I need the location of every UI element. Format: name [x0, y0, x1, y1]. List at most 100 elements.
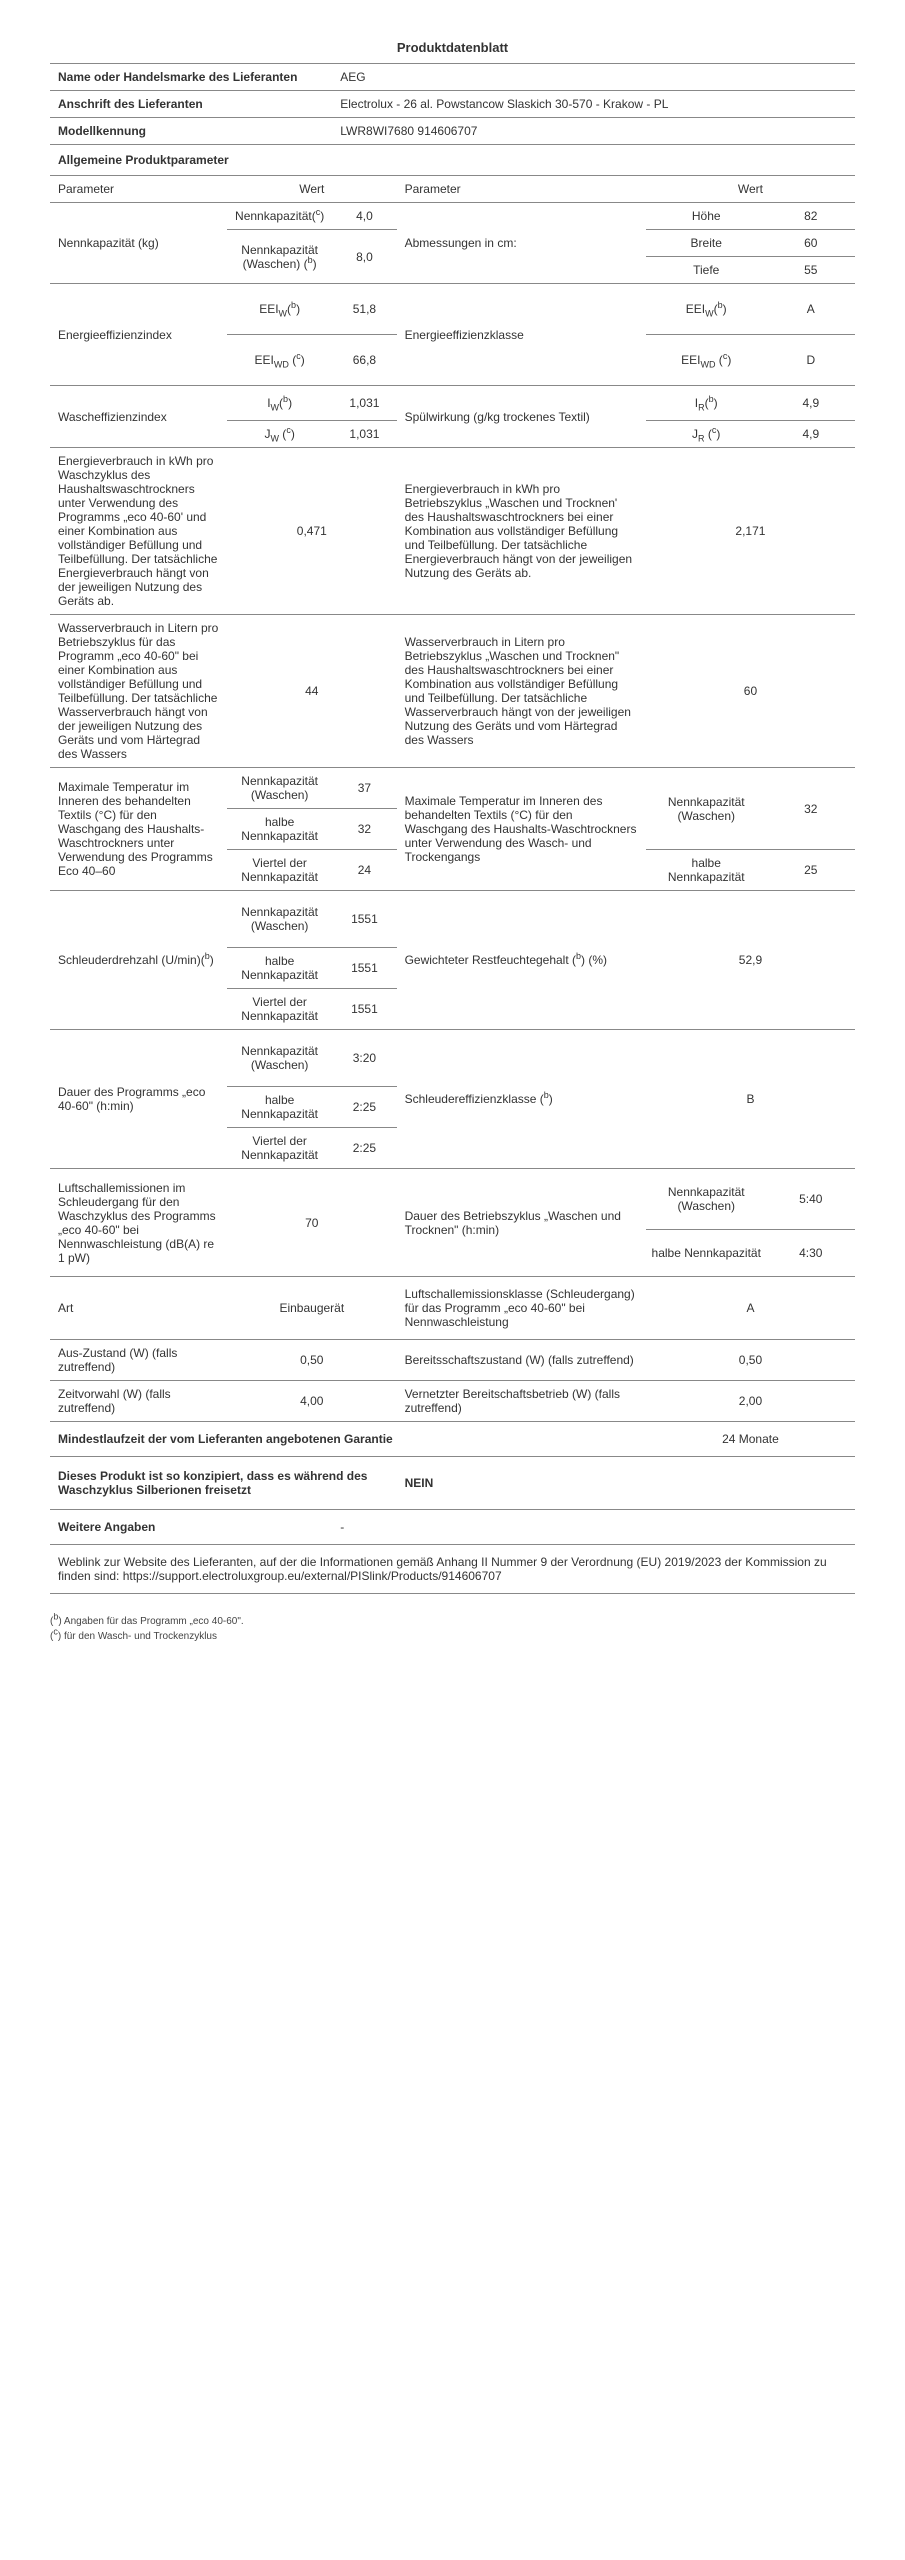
wasch-s2: JW (c): [227, 421, 332, 448]
art-rv: A: [646, 1277, 855, 1340]
noise-rv2: 4:30: [767, 1230, 855, 1277]
supplier-name-label: Name oder Handelsmarke des Lieferanten: [50, 64, 332, 91]
col-param-2: Parameter: [397, 176, 646, 203]
datasheet-table: Name oder Handelsmarke des Lieferanten A…: [50, 63, 855, 1594]
footnotes: (b) Angaben für das Programm „eco 40-60"…: [50, 1614, 855, 1644]
supplier-name: AEG: [332, 64, 855, 91]
silver-label: Dieses Produkt ist so konzipiert, dass e…: [50, 1457, 397, 1510]
temp-s1: Nennkapazität (Waschen): [227, 768, 332, 809]
eei-r2: EEIWD (c): [646, 335, 767, 386]
spin-s3: Viertel der Nennkapazität: [227, 989, 332, 1030]
spin-right: Gewichteter Restfeuchtegehalt (b) (%): [397, 891, 646, 1030]
dur-s2: halbe Nennkapazität: [227, 1087, 332, 1128]
delay-left: Zeitvorwahl (W) (falls zutreffend): [50, 1381, 227, 1422]
energy-left: Energieverbrauch in kWh pro Waschzyklus …: [50, 448, 227, 615]
eei-right: Energieeffizienzklasse: [397, 284, 646, 386]
dur-right: Schleudereffizienzklasse (b): [397, 1030, 646, 1169]
delay-right: Vernetzter Bereitschaftsbetrieb (W) (fal…: [397, 1381, 646, 1422]
dim-label: Abmessungen in cm:: [397, 203, 646, 284]
energy-lv: 0,471: [227, 448, 397, 615]
temp-v3: 24: [332, 850, 396, 891]
spin-left: Schleuderdrehzahl (U/min)(b): [50, 891, 227, 1030]
supplier-addr: Electrolux - 26 al. Powstancow Slaskich …: [332, 91, 855, 118]
noise-right: Dauer des Betriebszyklus „Waschen und Tr…: [397, 1169, 646, 1277]
dim-b: Breite: [646, 230, 767, 257]
off-right: Bereitsschaftszustand (W) (falls zutreff…: [397, 1340, 646, 1381]
warranty-value: 24 Monate: [646, 1422, 855, 1457]
wasch-r1: IR(b): [646, 386, 767, 421]
general-params-header: Allgemeine Produktparameter: [50, 145, 855, 176]
art-right: Luftschallemissionsklasse (Schleudergang…: [397, 1277, 646, 1340]
eei-v1: 51,8: [332, 284, 396, 335]
spin-s1: Nennkapazität (Waschen): [227, 891, 332, 948]
footnote-c: (c) für den Wasch- und Trockenzyklus: [50, 1629, 855, 1644]
dur-left: Dauer des Programms „eco 40-60" (h:min): [50, 1030, 227, 1169]
wasch-label: Wascheffizienzindex: [50, 386, 227, 448]
supplier-addr-label: Anschrift des Lieferanten: [50, 91, 332, 118]
delay-lv: 4,00: [227, 1381, 397, 1422]
dim-h: Höhe: [646, 203, 767, 230]
temp-left: Maximale Temperatur im Inneren des behan…: [50, 768, 227, 891]
temp-right: Maximale Temperatur im Inneren des behan…: [397, 768, 646, 891]
eei-s1: EEIW(b): [227, 284, 332, 335]
dim-bv: 60: [767, 230, 855, 257]
nennkap-sub1: Nennkapazität(c): [227, 203, 332, 230]
noise-r1: Nennkapazität (Waschen): [646, 1169, 767, 1230]
temp-r2: halbe Nennkapazität: [646, 850, 767, 891]
water-right: Wasserverbrauch in Litern pro Betriebszy…: [397, 615, 646, 768]
col-wert-2: Wert: [646, 176, 855, 203]
energy-right: Energieverbrauch in kWh pro Betriebszykl…: [397, 448, 646, 615]
dur-v1: 3:20: [332, 1030, 396, 1087]
dur-s1: Nennkapazität (Waschen): [227, 1030, 332, 1087]
eei-s2: EEIWD (c): [227, 335, 332, 386]
weblink: Weblink zur Website des Lieferanten, auf…: [50, 1545, 855, 1594]
model-value: LWR8WI7680 914606707: [332, 118, 855, 145]
nennkap-val1: 4,0: [332, 203, 396, 230]
spin-s2: halbe Nennkapazität: [227, 948, 332, 989]
col-wert-1: Wert: [227, 176, 397, 203]
dim-tv: 55: [767, 257, 855, 284]
noise-left: Luftschallemissionen im Schleudergang fü…: [50, 1169, 227, 1277]
spin-v3: 1551: [332, 989, 396, 1030]
page-title: Produktdatenblatt: [50, 40, 855, 55]
temp-rv1: 32: [767, 768, 855, 850]
wasch-v2: 1,031: [332, 421, 396, 448]
wasch-r2: JR (c): [646, 421, 767, 448]
water-left: Wasserverbrauch in Litern pro Betriebszy…: [50, 615, 227, 768]
nennkap-sub2: Nennkapazität(Waschen) (b): [227, 230, 332, 284]
wasch-rv1: 4,9: [767, 386, 855, 421]
model-label: Modellkennung: [50, 118, 332, 145]
energy-rv: 2,171: [646, 448, 855, 615]
warranty-label: Mindestlaufzeit der vom Lieferanten ange…: [50, 1422, 646, 1457]
off-rv: 0,50: [646, 1340, 855, 1381]
temp-r1: Nennkapazität (Waschen): [646, 768, 767, 850]
dur-rv: B: [646, 1030, 855, 1169]
eei-v2: 66,8: [332, 335, 396, 386]
temp-v1: 37: [332, 768, 396, 809]
nennkap-label: Nennkapazität (kg): [50, 203, 227, 284]
off-left: Aus-Zustand (W) (falls zutreffend): [50, 1340, 227, 1381]
dur-s3: Viertel der Nennkapazität: [227, 1128, 332, 1169]
col-param-1: Parameter: [50, 176, 227, 203]
wasch-right: Spülwirkung (g/kg trockenes Textil): [397, 386, 646, 448]
eei-rv1: A: [767, 284, 855, 335]
wasch-s1: IW(b): [227, 386, 332, 421]
eei-label: Energieeffizienzindex: [50, 284, 227, 386]
dur-v3: 2:25: [332, 1128, 396, 1169]
eei-rv2: D: [767, 335, 855, 386]
dur-v2: 2:25: [332, 1087, 396, 1128]
delay-rv: 2,00: [646, 1381, 855, 1422]
noise-r2: halbe Nennkapazität: [646, 1230, 767, 1277]
footnote-b: (b) Angaben für das Programm „eco 40-60"…: [50, 1614, 855, 1629]
temp-v2: 32: [332, 809, 396, 850]
spin-rv: 52,9: [646, 891, 855, 1030]
dim-t: Tiefe: [646, 257, 767, 284]
spin-v2: 1551: [332, 948, 396, 989]
silver-value: NEIN: [397, 1457, 855, 1510]
noise-lv: 70: [227, 1169, 397, 1277]
more-label: Weitere Angaben: [50, 1510, 332, 1545]
wasch-v1: 1,031: [332, 386, 396, 421]
eei-r1: EEIW(b): [646, 284, 767, 335]
water-lv: 44: [227, 615, 397, 768]
noise-rv1: 5:40: [767, 1169, 855, 1230]
